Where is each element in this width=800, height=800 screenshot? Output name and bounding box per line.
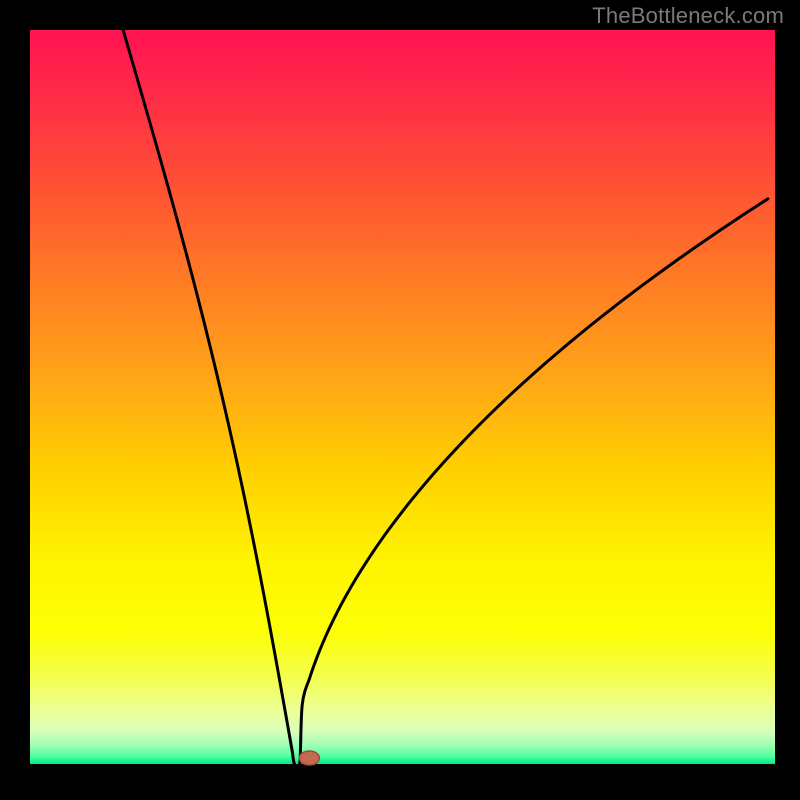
chart-container: TheBottleneck.com [0,0,800,800]
watermark-text: TheBottleneck.com [592,3,784,29]
current-config-marker [299,751,319,765]
chart-svg [0,0,800,800]
